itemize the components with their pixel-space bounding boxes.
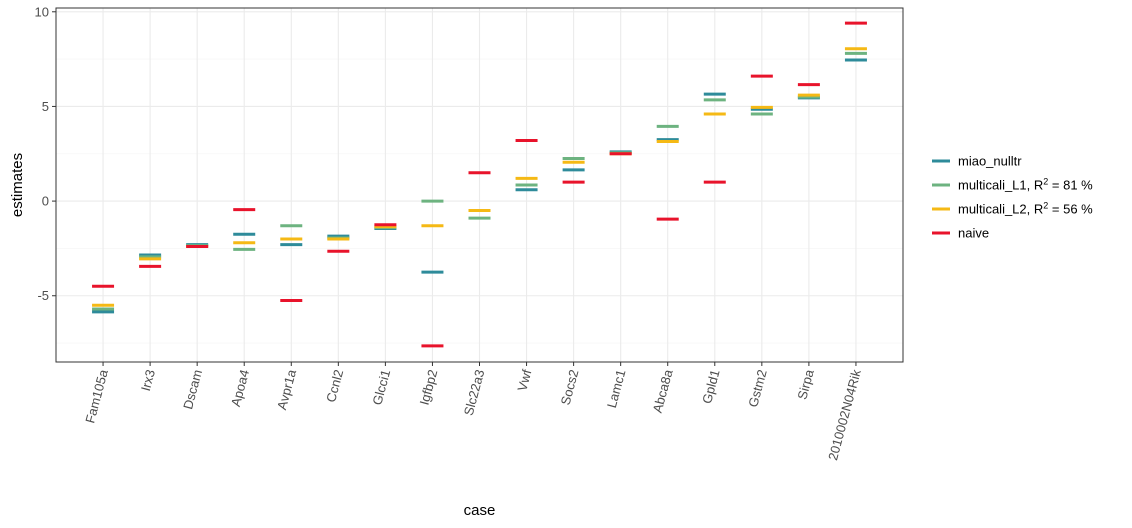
x-tick-label: Gpld1 [699, 368, 722, 405]
legend-label-miao_nulltr: miao_nulltr [958, 154, 1022, 169]
y-axis-title: estimates [9, 153, 26, 217]
x-tick-label: Vwf [514, 368, 534, 393]
data-marks [92, 21, 867, 348]
legend-label-superscript: 2 [1043, 177, 1048, 187]
y-axis: -5 0 5 10 [35, 4, 56, 303]
legend-label-multicali_L1: multicali_L1, R2 = 81 % [958, 177, 1093, 193]
legend-label-multicali_L2: multicali_L2, R2 = 56 % [958, 201, 1093, 217]
x-axis-title: case [464, 502, 496, 519]
x-tick-label: 2010002N04Rik [825, 367, 864, 461]
y-tick-label: 5 [42, 99, 49, 114]
legend-label-rest: = 56 % [1048, 202, 1093, 217]
grid-major [56, 8, 903, 362]
x-tick-label: Glcci1 [369, 368, 393, 407]
x-tick-label: Ccnl2 [323, 368, 346, 404]
x-tick-label: Irx3 [138, 368, 158, 393]
legend-label-base: miao_nulltr [958, 154, 1022, 169]
x-tick-label: Gstm2 [745, 368, 769, 409]
x-tick-label: Apoa4 [228, 368, 252, 408]
y-tick-label: -5 [37, 288, 49, 303]
y-tick-label: 10 [35, 4, 49, 19]
legend-label-base: naive [958, 226, 989, 241]
x-tick-label: Igfbp2 [416, 368, 440, 407]
x-tick-label: Sirpa [794, 367, 817, 401]
legend-label-superscript: 2 [1043, 201, 1048, 211]
legend-label-rest: = 81 % [1048, 178, 1093, 193]
x-tick-label: Abca8a [650, 367, 676, 414]
x-tick-label: Avpr1a [274, 367, 299, 411]
legend-label-naive: naive [958, 226, 989, 241]
x-axis: Fam105a Irx3 Dscam Apoa4 Avpr1a Ccnl2 Glcci1 Ig… [82, 362, 864, 462]
x-tick-label: Fam105a [82, 367, 111, 425]
x-tick-label: Dscam [180, 368, 205, 411]
y-tick-label: 0 [42, 194, 49, 209]
legend-label-base: multicali_L2, R [958, 202, 1043, 217]
x-tick-label: Lamc1 [604, 368, 629, 410]
legend-label-base: multicali_L1, R [958, 178, 1043, 193]
x-tick-label: Socs2 [558, 368, 582, 407]
x-tick-label: Slc22a3 [461, 368, 488, 417]
